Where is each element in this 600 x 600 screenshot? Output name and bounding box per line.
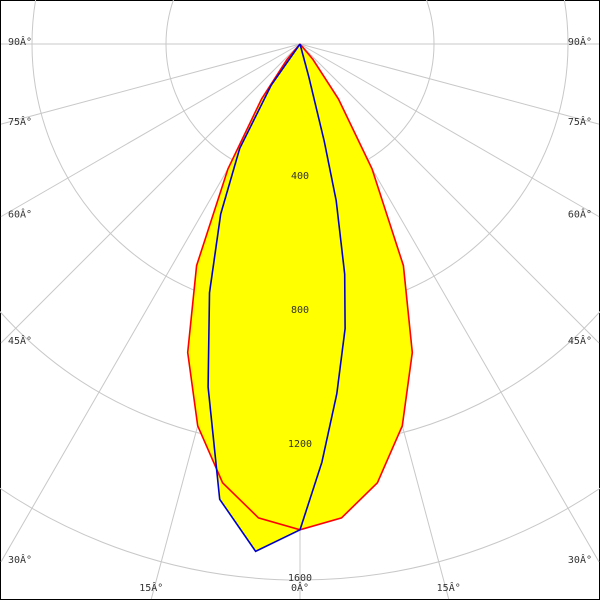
angle-label: 60Â° (8, 208, 32, 221)
spoke (299, 43, 600, 125)
intensity-curve (207, 43, 346, 553)
angle-label: 30Â° (8, 553, 32, 566)
angle-label: 75Â° (8, 115, 32, 128)
angle-label: 45Â° (8, 334, 32, 347)
spoke (0, 43, 301, 344)
spoke (0, 43, 301, 125)
spoke (299, 43, 600, 344)
curve-fill (208, 44, 346, 552)
spoke (0, 43, 301, 218)
angle-label: 30Â° (568, 553, 592, 566)
radius-label: 400 (291, 171, 309, 182)
angle-label: 15Â° (139, 581, 163, 594)
radius-label: 800 (291, 305, 309, 316)
angle-label: 90Â° (568, 35, 592, 48)
radius-label: 1600 (288, 573, 312, 584)
spoke (299, 43, 600, 218)
radius-label: 1200 (288, 439, 312, 450)
angle-label: 60Â° (568, 208, 592, 221)
angle-label: 15Â° (437, 581, 461, 594)
grid-circle (0, 487, 600, 581)
angle-label: 75Â° (568, 115, 592, 128)
angle-label: 45Â° (568, 334, 592, 347)
angle-label: 90Â° (8, 35, 32, 48)
angle-label: 0Â° (291, 581, 309, 594)
